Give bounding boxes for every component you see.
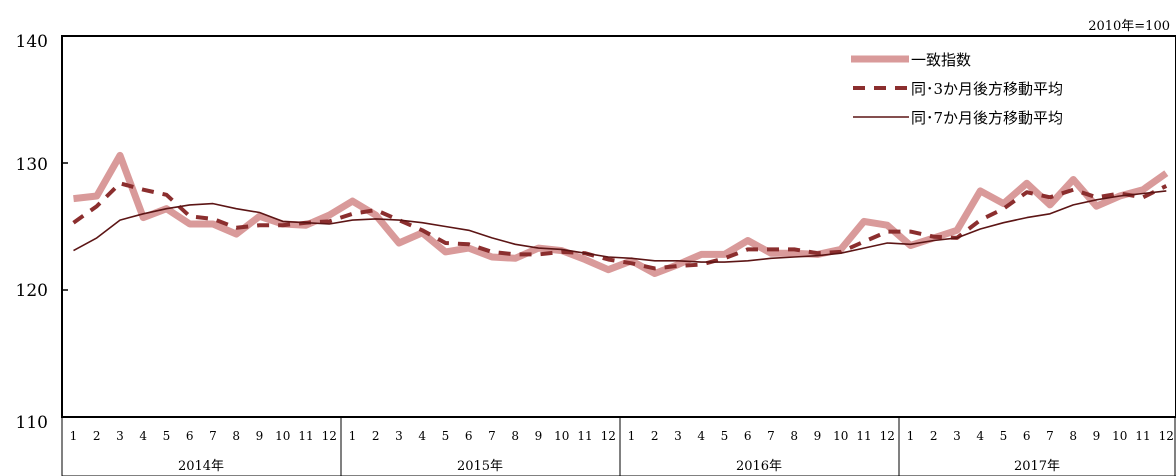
- month-tick-label: 2: [93, 429, 101, 443]
- month-tick-label: 1: [907, 429, 915, 443]
- month-tick-label: 2: [372, 429, 380, 443]
- year-label: 2016年: [736, 459, 782, 474]
- month-tick-label: 6: [1023, 429, 1031, 443]
- month-tick-label: 4: [139, 429, 147, 443]
- legend: 一致指数 同･3か月後方移動平均 同･7か月後方移動平均: [851, 51, 1063, 127]
- month-tick-label: 5: [1000, 429, 1008, 443]
- month-tick-label: 9: [814, 429, 822, 443]
- month-tick-label: 4: [976, 429, 984, 443]
- month-tick-label: 10: [554, 429, 569, 443]
- legend-label: 同･7か月後方移動平均: [911, 109, 1063, 127]
- month-tick-label: 8: [1069, 429, 1077, 443]
- month-tick-labels: 1 2 3 4 5 6 7 8 9 10 11 12 1 2 3 4 5 6 7 8 9 10 11 12 1 2 3 4 5 6 7 8 9 1…: [70, 429, 1174, 443]
- y-tick-label: 120: [16, 281, 48, 301]
- month-tick-label: 7: [488, 429, 496, 443]
- month-tick-label: 7: [209, 429, 217, 443]
- month-tick-label: 9: [535, 429, 543, 443]
- month-tick-label: 8: [232, 429, 240, 443]
- y-tick-label: 140: [16, 32, 48, 52]
- month-tick-label: 11: [577, 429, 592, 443]
- series-line-coincident-index: [73, 151, 1169, 277]
- month-tick-label: 3: [674, 429, 682, 443]
- month-tick-label: 2: [651, 429, 659, 443]
- month-tick-label: 6: [186, 429, 194, 443]
- month-tick-label: 3: [953, 429, 961, 443]
- month-tick-label: 6: [465, 429, 473, 443]
- year-label: 2017年: [1014, 459, 1060, 474]
- month-tick-label: 1: [70, 429, 78, 443]
- legend-label: 同･3か月後方移動平均: [911, 80, 1063, 98]
- month-tick-label: 9: [1093, 429, 1101, 443]
- month-tick-label: 6: [744, 429, 752, 443]
- month-tick-label: 5: [163, 429, 171, 443]
- base-year-note: 2010年=100: [1088, 19, 1170, 34]
- y-tick-label: 130: [16, 155, 48, 175]
- year-label: 2014年: [178, 459, 224, 474]
- month-tick-label: 9: [256, 429, 264, 443]
- month-tick-label: 12: [601, 429, 616, 443]
- month-tick-label: 10: [833, 429, 848, 443]
- month-tick-label: 10: [275, 429, 290, 443]
- month-tick-label: 3: [116, 429, 124, 443]
- month-tick-label: 12: [322, 429, 337, 443]
- month-tick-label: 10: [1112, 429, 1127, 443]
- series-line-7m-average: [73, 190, 1167, 263]
- month-tick-label: 12: [1159, 429, 1174, 443]
- month-tick-label: 7: [767, 429, 775, 443]
- month-tick-label: 5: [442, 429, 450, 443]
- series-line-3m-average: [72, 181, 1168, 271]
- month-tick-label: 4: [418, 429, 426, 443]
- year-label: 2015年: [457, 459, 503, 474]
- month-tick-label: 11: [298, 429, 313, 443]
- month-tick-label: 8: [790, 429, 798, 443]
- month-tick-label: 12: [880, 429, 895, 443]
- month-tick-label: 5: [721, 429, 729, 443]
- plot-frame: [61, 35, 1176, 418]
- month-tick-label: 7: [1046, 429, 1054, 443]
- month-tick-label: 1: [349, 429, 357, 443]
- legend-label: 一致指数: [911, 51, 971, 69]
- y-tick-label: 110: [16, 413, 48, 433]
- month-tick-label: 8: [511, 429, 519, 443]
- month-tick-label: 4: [697, 429, 705, 443]
- month-tick-label: 2: [930, 429, 938, 443]
- month-tick-label: 11: [1135, 429, 1150, 443]
- month-tick-label: 3: [395, 429, 403, 443]
- series-group: [72, 151, 1169, 277]
- month-tick-label: 1: [628, 429, 636, 443]
- month-tick-label: 11: [856, 429, 871, 443]
